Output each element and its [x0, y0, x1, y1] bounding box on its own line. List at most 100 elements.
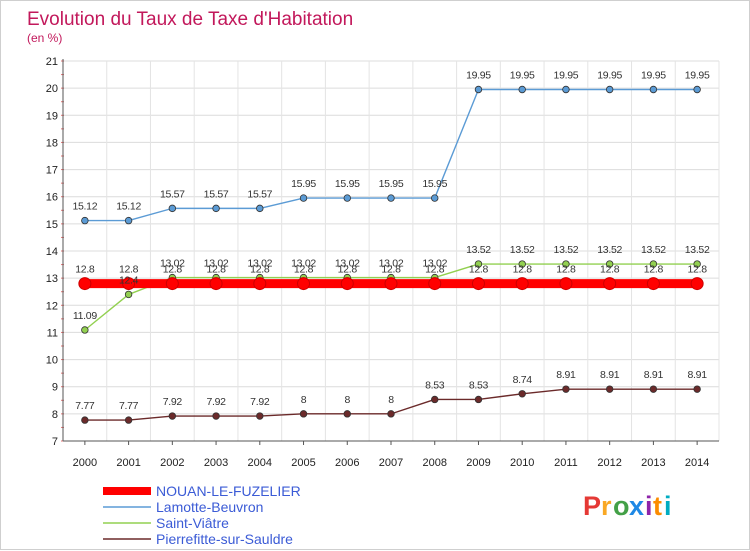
- x-tick-label: 2003: [204, 457, 228, 469]
- y-tick-label: 7: [52, 436, 58, 448]
- y-tick-label: 17: [46, 165, 58, 177]
- data-point: [471, 277, 485, 291]
- logo-letter: i: [664, 491, 672, 521]
- data-point: [387, 410, 395, 418]
- data-label: 12.8: [469, 264, 489, 276]
- data-label: 12.8: [338, 264, 358, 276]
- data-label: 8: [344, 394, 350, 406]
- data-label: 12.8: [206, 264, 226, 276]
- data-point: [605, 85, 614, 94]
- data-labels: 15.12 15.12 15.57 15.57 15.57 15.95 15.95 15.95…: [72, 70, 710, 413]
- data-point: [559, 277, 573, 291]
- data-label: 13.52: [466, 244, 491, 256]
- y-tick-label: 12: [46, 300, 58, 312]
- data-label: 19.95: [597, 70, 622, 82]
- legend-label-2: Saint-Viâtre: [156, 515, 229, 531]
- data-point: [515, 277, 529, 291]
- x-tick-label: 2007: [379, 457, 403, 469]
- data-point: [256, 204, 264, 213]
- data-point: [693, 385, 701, 393]
- data-label: 12.8: [250, 264, 270, 276]
- data-point: [122, 277, 136, 291]
- data-label: 12.8: [644, 264, 664, 276]
- series: [78, 85, 704, 424]
- data-point: [124, 216, 133, 225]
- data-label: 8.91: [644, 369, 664, 381]
- data-label: 15.95: [335, 178, 360, 190]
- x-tick-label: 2004: [248, 457, 272, 469]
- data-label: 15.57: [247, 188, 272, 200]
- data-label: 13.52: [641, 244, 666, 256]
- data-point: [299, 194, 308, 202]
- data-point: [428, 277, 442, 291]
- data-point: [562, 385, 570, 393]
- data-label: 19.95: [554, 70, 579, 82]
- data-point: [340, 277, 354, 291]
- data-label: 12.4: [119, 274, 139, 286]
- data-point: [474, 395, 483, 404]
- data-label: 13.52: [597, 244, 622, 256]
- data-label: 13.52: [685, 244, 710, 256]
- x-tick-label: 2011: [554, 457, 578, 469]
- data-point: [649, 385, 658, 393]
- data-label: 8.91: [688, 369, 708, 381]
- data-label: 19.95: [466, 70, 491, 82]
- data-point: [605, 260, 614, 268]
- logo-letter: r: [601, 491, 612, 521]
- data-point: [562, 85, 570, 94]
- y-tick-label: 14: [46, 246, 58, 258]
- data-label: 12.8: [294, 264, 314, 276]
- chart-title: Evolution du Taux de Taxe d'Habitation: [27, 9, 353, 30]
- data-point: [78, 277, 92, 291]
- x-tick-label: 2008: [422, 457, 446, 469]
- data-label: 19.95: [641, 70, 666, 82]
- data-label: 7.77: [75, 400, 95, 412]
- data-label: 15.57: [160, 188, 185, 200]
- data-point: [81, 216, 89, 225]
- legend-label-1: Lamotte-Beuvron: [156, 499, 263, 515]
- data-point: [343, 410, 351, 418]
- data-label: 15.12: [72, 201, 97, 213]
- data-point: [256, 412, 264, 420]
- data-label: 11.09: [73, 310, 97, 322]
- data-point: [81, 416, 89, 424]
- data-label: 12.8: [119, 264, 139, 276]
- data-label: 15.57: [204, 188, 229, 200]
- logo-letter: x: [629, 491, 644, 521]
- data-point: [431, 194, 439, 202]
- data-label: 15.12: [116, 201, 141, 213]
- data-point: [474, 260, 483, 268]
- data-label: 12.8: [513, 264, 533, 276]
- data-label: 8: [301, 394, 307, 406]
- data-point: [253, 277, 267, 291]
- data-point: [212, 412, 220, 420]
- data-point: [299, 410, 308, 418]
- data-point: [518, 260, 526, 268]
- logo-letter: t: [653, 491, 662, 521]
- data-point: [518, 390, 526, 398]
- data-label: 8.91: [556, 369, 576, 381]
- data-point: [474, 85, 483, 94]
- data-label: 19.95: [685, 70, 710, 82]
- data-point: [518, 85, 526, 94]
- data-label: 13.02: [160, 258, 185, 270]
- data-label: 13.02: [204, 258, 229, 270]
- data-label: 8.53: [425, 379, 445, 391]
- data-point: [690, 277, 704, 291]
- data-point: [605, 385, 614, 393]
- y-tick-label: 9: [52, 382, 58, 394]
- data-label: 13.02: [379, 258, 404, 270]
- data-label: 12.8: [425, 264, 445, 276]
- logo-letter: P: [583, 491, 601, 521]
- data-point: [562, 260, 570, 268]
- legend-label-0: NOUAN-LE-FUZELIER: [156, 483, 301, 499]
- data-point: [603, 277, 617, 291]
- data-point: [168, 204, 177, 213]
- data-label: 15.95: [291, 178, 316, 190]
- data-point: [693, 260, 701, 268]
- data-label: 19.95: [510, 70, 535, 82]
- data-label: 8.91: [600, 369, 620, 381]
- data-label: 13.02: [247, 258, 272, 270]
